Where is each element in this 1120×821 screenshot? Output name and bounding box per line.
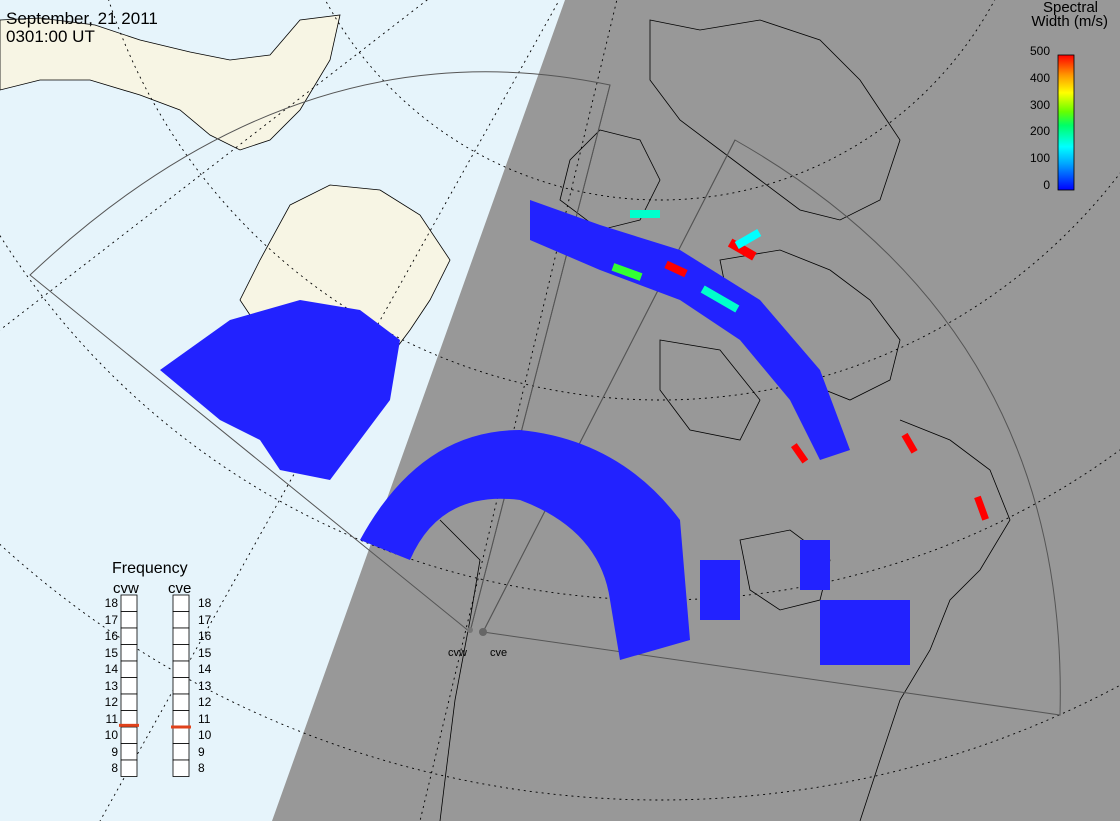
scatter-hi-5 xyxy=(790,443,809,464)
radar-fov xyxy=(29,71,1061,716)
frequency-tick: 9 xyxy=(111,744,118,759)
frequency-cell xyxy=(120,644,138,662)
frequency-cell xyxy=(120,660,138,678)
scatter-hi-1 xyxy=(727,238,757,261)
frequency-cell xyxy=(120,759,138,777)
frequency-tick: 8 xyxy=(198,761,205,776)
frequency-tick: 13 xyxy=(198,678,212,693)
frequency-tick: 10 xyxy=(198,728,212,743)
radar-site-cve xyxy=(479,628,487,636)
date-label: September, 21 2011 xyxy=(6,9,158,28)
scatter-cyan-3 xyxy=(700,285,740,313)
frequency-tick: 12 xyxy=(104,695,118,710)
frequency-cell xyxy=(120,743,138,761)
radar-label-cve: cve xyxy=(168,580,192,597)
frequency-cell xyxy=(172,594,190,612)
frequency-tick: 14 xyxy=(198,662,212,677)
colorbar-title-1: Spectral xyxy=(1042,0,1098,16)
colorbar-tick: 200 xyxy=(1029,124,1050,139)
frequency-cell xyxy=(120,594,138,612)
scatter-east-2 xyxy=(700,560,740,620)
scatter-north-arc xyxy=(530,200,850,460)
scatter-green-1 xyxy=(611,263,643,281)
frequency-cell xyxy=(172,677,190,695)
frequency-cell xyxy=(120,726,138,744)
frequency-tick: 18 xyxy=(104,596,118,611)
time-label: 0301:00 UT xyxy=(6,27,95,46)
frequency-indicator xyxy=(171,725,191,729)
scatter-hi-3 xyxy=(901,432,918,454)
site-label-cve: cve xyxy=(490,647,508,659)
frequency-cell xyxy=(120,627,138,645)
frequency-tick: 16 xyxy=(104,629,118,644)
frequency-tick: 10 xyxy=(104,728,118,743)
site-label-cvw: cvw xyxy=(448,647,467,659)
frequency-cell xyxy=(172,759,190,777)
frequency-cell xyxy=(172,627,190,645)
scatter-west-arc xyxy=(360,430,690,660)
frequency-cell xyxy=(172,726,190,744)
frequency-tick: 18 xyxy=(198,596,212,611)
frequency-tick: 12 xyxy=(198,695,212,710)
radar-scatter xyxy=(160,200,989,665)
frequency-tick: 13 xyxy=(104,678,118,693)
scatter-hi-4 xyxy=(974,495,989,521)
frequency-tick: 15 xyxy=(198,645,212,660)
frequency-cell xyxy=(172,693,190,711)
frequency-cell xyxy=(120,693,138,711)
colorbar-tick: 100 xyxy=(1029,151,1050,166)
frequency-tick: 17 xyxy=(198,612,212,627)
frequency-cell xyxy=(120,611,138,629)
frequency-title: Frequency xyxy=(112,560,188,577)
radar-site-cvw xyxy=(467,627,473,633)
scatter-cyan-1 xyxy=(734,229,762,249)
colorbar xyxy=(1057,54,1075,191)
frequency-indicator xyxy=(119,723,139,727)
frequency-cell xyxy=(172,710,190,728)
day-landmass xyxy=(0,14,341,151)
frequency-cell xyxy=(120,677,138,695)
frequency-tick: 9 xyxy=(198,744,205,759)
scatter-east-3 xyxy=(800,540,830,590)
scatter-hi-2 xyxy=(664,260,688,278)
frequency-tick: 14 xyxy=(104,662,118,677)
colorbar-tick: 0 xyxy=(1043,178,1050,192)
frequency-cell xyxy=(172,644,190,662)
night-region xyxy=(272,0,1120,821)
frequency-tick: 11 xyxy=(198,711,211,726)
frequency-ladders xyxy=(119,594,191,777)
colorbar-title-2: Width (m/s) xyxy=(1031,13,1108,30)
colorbar-tick: 500 xyxy=(1029,44,1050,58)
frequency-tick: 16 xyxy=(198,629,212,644)
frequency-tick: 15 xyxy=(104,645,118,660)
frequency-cell xyxy=(172,660,190,678)
frequency-cell xyxy=(172,743,190,761)
scatter-east-1 xyxy=(820,600,910,665)
frequency-tick: 17 xyxy=(104,612,118,627)
colorbar-tick: 300 xyxy=(1029,97,1050,112)
scatter-cyan-2 xyxy=(630,210,660,218)
radar-label-cvw: cvw xyxy=(113,580,139,597)
frequency-tick: 11 xyxy=(105,711,118,726)
colorbar-tick: 400 xyxy=(1029,70,1050,85)
frequency-tick: 8 xyxy=(111,761,118,776)
frequency-cell xyxy=(172,611,190,629)
scatter-alaska xyxy=(160,300,400,480)
